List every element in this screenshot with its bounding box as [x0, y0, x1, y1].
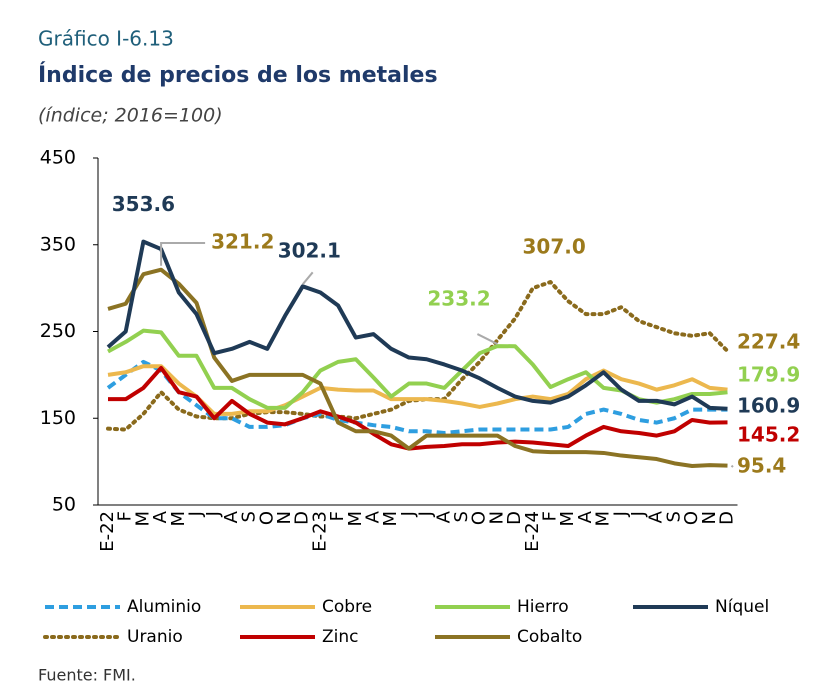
x-tick-label: E-24: [522, 511, 543, 552]
legend-label: Hierro: [517, 597, 569, 617]
x-tick-label: M: [557, 511, 578, 527]
y-tick-label: 350: [40, 233, 76, 255]
series-line: [106, 239, 728, 411]
x-tick-label: A: [221, 510, 242, 523]
x-tick-label: O: [256, 511, 277, 525]
chart-kicker: Gráfico I-6.13: [38, 27, 174, 51]
x-tick-label: O: [681, 511, 702, 525]
x-tick-label: E-23: [309, 511, 330, 552]
x-tick-label: S: [239, 511, 260, 522]
x-tick-label: S: [451, 511, 472, 522]
x-tick-label: D: [292, 511, 313, 525]
x-tick-label: A: [363, 510, 384, 523]
data-label: 95.4: [737, 454, 786, 478]
chart-title: Índice de precios de los metales: [38, 62, 438, 88]
y-tick-label: 250: [40, 320, 76, 342]
leader-line: [301, 271, 314, 285]
legend-label: Cobalto: [517, 627, 582, 647]
x-tick-label: J: [416, 511, 437, 517]
y-tick-label: 450: [40, 147, 76, 169]
data-label: 160.9: [737, 394, 800, 418]
data-label: 302.1: [278, 239, 341, 263]
legend-label: Aluminio: [127, 597, 201, 617]
x-tick-label: E-22: [97, 511, 118, 552]
x-tick-label: F: [540, 511, 561, 521]
legend-label: Cobre: [322, 597, 372, 617]
chart-subtitle: (índice; 2016=100): [38, 105, 223, 127]
x-tick-label: O: [469, 511, 490, 525]
source: Fuente: FMI.: [38, 666, 136, 685]
x-tick-label: M: [380, 511, 401, 527]
x-tick-label: A: [646, 510, 667, 523]
data-label: 353.6: [112, 192, 175, 216]
legend-label: Níquel: [715, 597, 769, 617]
x-tick-label: D: [504, 511, 525, 525]
x-tick-label: M: [593, 511, 614, 527]
x-tick-label: J: [203, 511, 224, 517]
data-label: 227.4: [737, 330, 800, 354]
series-line: [107, 364, 728, 416]
data-label: 321.2: [211, 230, 274, 254]
legend-label: Uranio: [127, 627, 183, 647]
x-tick-label: N: [274, 511, 295, 524]
x-tick-label: A: [575, 510, 596, 523]
x-tick-label: J: [628, 511, 649, 517]
y-tick-label: 50: [52, 494, 76, 516]
legend-label: Zinc: [322, 627, 359, 647]
x-tick-label: J: [186, 511, 207, 517]
x-tick-label: S: [663, 511, 684, 522]
x-tick-label: F: [115, 511, 136, 521]
x-tick-label: M: [132, 511, 153, 527]
leader-line: [160, 242, 206, 266]
x-tick-label: J: [610, 511, 631, 517]
data-label: 179.9: [737, 363, 800, 387]
y-tick-label: 150: [40, 407, 76, 429]
x-tick-label: M: [168, 511, 189, 527]
leader-line: [476, 333, 498, 345]
x-tick-label: A: [433, 510, 454, 523]
x-tick-label: M: [345, 511, 366, 527]
x-tick-label: A: [150, 510, 171, 523]
leader-line: [730, 464, 734, 468]
data-label: 233.2: [427, 287, 490, 311]
x-tick-label: J: [398, 511, 419, 517]
x-tick-label: D: [717, 511, 738, 525]
data-label: 307.0: [523, 235, 586, 259]
series-line: [108, 365, 728, 451]
x-tick-label: N: [699, 511, 720, 524]
x-tick-label: N: [486, 511, 507, 524]
x-tick-label: F: [327, 511, 348, 521]
data-label: 145.2: [737, 423, 800, 447]
